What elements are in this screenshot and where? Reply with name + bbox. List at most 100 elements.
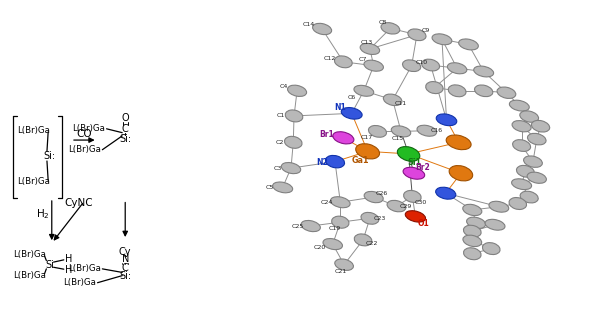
Text: L(Br)Ga: L(Br)Ga	[63, 278, 96, 287]
Text: N1: N1	[334, 103, 346, 112]
Ellipse shape	[397, 147, 420, 161]
Ellipse shape	[323, 239, 343, 250]
Ellipse shape	[449, 166, 473, 181]
Text: L(Br)Ga: L(Br)Ga	[13, 271, 46, 280]
Ellipse shape	[463, 235, 482, 247]
Text: C4: C4	[280, 84, 288, 90]
Ellipse shape	[326, 156, 344, 168]
Ellipse shape	[520, 111, 539, 122]
Text: CyNC: CyNC	[64, 198, 93, 208]
Text: CO: CO	[76, 128, 92, 139]
Ellipse shape	[482, 242, 500, 255]
Text: H: H	[65, 265, 72, 275]
Text: O: O	[122, 113, 129, 124]
Text: Br2: Br2	[415, 163, 430, 172]
Ellipse shape	[463, 204, 482, 216]
Text: C26: C26	[376, 191, 388, 196]
Text: C23: C23	[373, 216, 386, 221]
Ellipse shape	[448, 85, 466, 97]
Text: C14: C14	[303, 22, 315, 27]
Ellipse shape	[364, 60, 383, 71]
Ellipse shape	[432, 34, 452, 45]
Text: C25: C25	[291, 223, 303, 229]
Ellipse shape	[387, 200, 406, 212]
Text: N: N	[122, 254, 129, 264]
Ellipse shape	[421, 59, 439, 71]
Ellipse shape	[368, 126, 386, 137]
Text: C24: C24	[321, 200, 334, 205]
Ellipse shape	[285, 110, 303, 122]
Text: Br1: Br1	[319, 130, 334, 139]
Text: N2: N2	[316, 158, 327, 167]
Ellipse shape	[354, 85, 374, 96]
Ellipse shape	[332, 216, 349, 228]
Text: C8: C8	[379, 20, 387, 25]
Ellipse shape	[509, 100, 529, 111]
Ellipse shape	[330, 197, 350, 208]
Ellipse shape	[403, 167, 424, 179]
Text: C3: C3	[273, 166, 282, 171]
Ellipse shape	[464, 225, 481, 237]
Ellipse shape	[474, 85, 493, 97]
Text: L(Br)Ga: L(Br)Ga	[17, 177, 50, 186]
Text: C6: C6	[348, 95, 356, 100]
Text: C22: C22	[365, 241, 377, 246]
Ellipse shape	[446, 135, 471, 150]
Ellipse shape	[467, 217, 486, 229]
Text: Cy: Cy	[119, 247, 131, 257]
Ellipse shape	[381, 23, 400, 34]
Ellipse shape	[527, 133, 546, 145]
Text: C: C	[122, 124, 129, 134]
Text: C11: C11	[395, 100, 407, 106]
Ellipse shape	[485, 219, 505, 230]
Text: O1: O1	[418, 219, 430, 228]
Ellipse shape	[361, 213, 379, 224]
Text: C10: C10	[415, 60, 427, 65]
Ellipse shape	[512, 179, 532, 190]
Text: L(Br)Ga: L(Br)Ga	[68, 145, 101, 154]
Text: L(Br)Ga: L(Br)Ga	[13, 250, 46, 259]
Ellipse shape	[335, 56, 352, 68]
Text: Si1: Si1	[408, 158, 421, 167]
Ellipse shape	[333, 132, 354, 144]
Text: C21: C21	[335, 269, 347, 274]
Ellipse shape	[464, 248, 481, 260]
Text: C5: C5	[265, 185, 273, 190]
Ellipse shape	[364, 191, 383, 203]
Ellipse shape	[403, 190, 421, 203]
Text: C2: C2	[276, 140, 284, 145]
Ellipse shape	[497, 87, 516, 99]
Ellipse shape	[436, 187, 456, 199]
Ellipse shape	[520, 191, 538, 203]
Ellipse shape	[512, 120, 531, 132]
Text: Si:: Si:	[119, 134, 131, 144]
Ellipse shape	[517, 166, 535, 177]
Ellipse shape	[391, 126, 411, 137]
Ellipse shape	[532, 120, 550, 132]
Ellipse shape	[281, 163, 300, 174]
Ellipse shape	[273, 182, 293, 193]
Ellipse shape	[405, 211, 426, 222]
Ellipse shape	[354, 234, 372, 246]
Ellipse shape	[288, 85, 306, 97]
Ellipse shape	[512, 140, 530, 151]
Text: H$_2$: H$_2$	[37, 207, 50, 221]
Text: H: H	[65, 254, 72, 264]
Ellipse shape	[403, 60, 421, 71]
Ellipse shape	[360, 43, 380, 54]
Ellipse shape	[527, 172, 547, 183]
Text: C16: C16	[430, 128, 442, 133]
Ellipse shape	[447, 63, 467, 74]
Text: C30: C30	[415, 200, 427, 205]
Ellipse shape	[383, 94, 402, 106]
Ellipse shape	[509, 197, 527, 210]
Ellipse shape	[285, 136, 302, 148]
Text: C29: C29	[400, 204, 412, 209]
Ellipse shape	[301, 221, 320, 232]
Text: C20: C20	[314, 245, 326, 251]
Text: L(Br)Ga: L(Br)Ga	[17, 126, 50, 135]
Ellipse shape	[436, 114, 457, 126]
Text: Si:: Si:	[119, 271, 131, 281]
Ellipse shape	[341, 108, 362, 119]
Text: C: C	[122, 263, 129, 273]
